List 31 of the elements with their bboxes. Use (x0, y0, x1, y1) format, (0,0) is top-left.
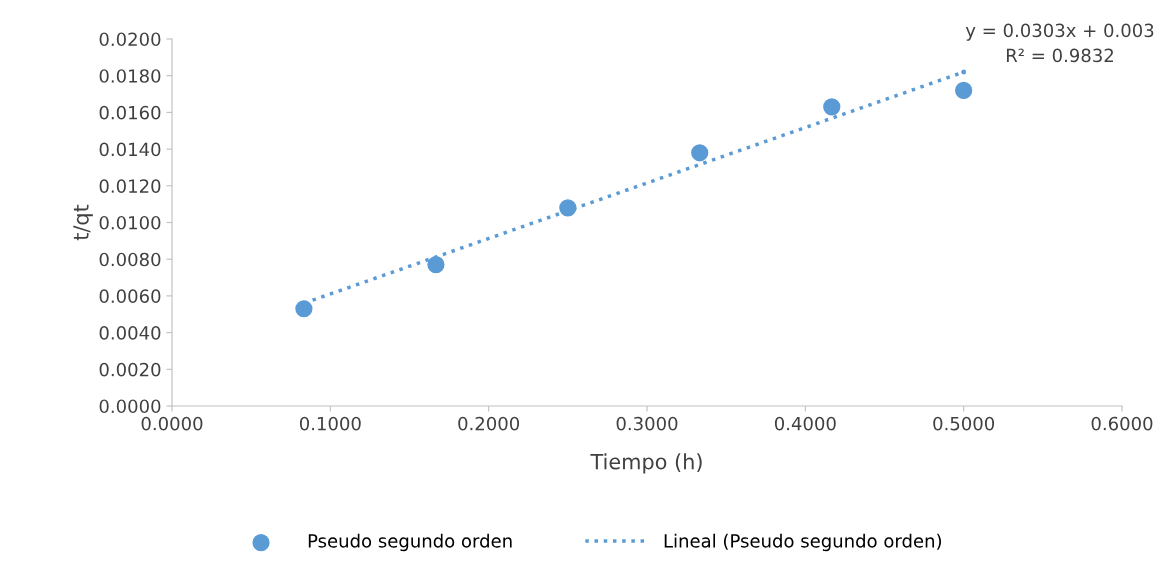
y-tick-label: 0.0160 (99, 105, 161, 120)
x-tick-label: 0.0000 (141, 416, 203, 431)
y-tick-label: 0.0140 (99, 142, 161, 157)
x-tick-label: 0.1000 (299, 416, 361, 431)
y-tick-label: 0.0000 (99, 399, 161, 414)
point (427, 256, 445, 274)
point (961, 69, 967, 75)
x-tick-label: 0.5000 (933, 416, 995, 431)
point (823, 98, 841, 116)
x-tick-label: 0.2000 (458, 416, 520, 431)
annotation: R² = 0.9832 (1006, 48, 1113, 63)
y-axis-title: t/qt (73, 204, 93, 241)
y-tick-label: 0.0060 (99, 289, 161, 304)
x-axis-title: Tiempo (h) (590, 453, 702, 474)
point (295, 300, 313, 318)
x-tick-label: 0.6000 (1091, 416, 1153, 431)
x-tick-label: 0.4000 (774, 416, 836, 431)
y-tick-label: 0.0120 (99, 179, 161, 193)
annotation: y = 0.0303x + 0.003 (965, 23, 1154, 41)
y-tick-label: 0.0200 (99, 32, 161, 47)
legend-label: Pseudo segundo orden (308, 533, 512, 552)
legend-label: Lineal (Pseudo segundo orden) (664, 533, 942, 552)
y-tick-label: 0.0080 (99, 252, 161, 267)
x-tick-label: 0.3000 (616, 416, 678, 431)
y-tick-label: 0.0100 (99, 215, 161, 230)
point (559, 199, 577, 217)
y-tick-label: 0.0180 (99, 69, 161, 83)
y-tick-label: 0.0020 (99, 362, 161, 377)
y-tick-label: 0.0040 (99, 326, 161, 340)
point (955, 81, 973, 99)
point (691, 144, 709, 162)
